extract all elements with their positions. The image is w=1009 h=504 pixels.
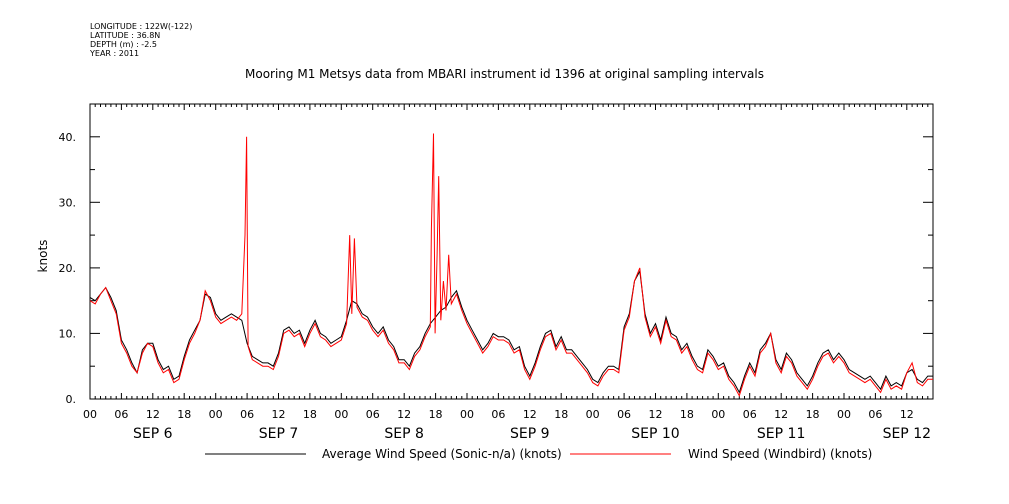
legend-label-windbird: Wind Speed (Windbird) (knots) — [688, 447, 872, 461]
minor-tick-marks — [89, 104, 934, 399]
legend: Average Wind Speed (Sonic-n/a) (knots) W… — [205, 447, 872, 461]
y-tick-label: 10. — [59, 327, 77, 340]
x-hour-label: 06 — [868, 408, 882, 421]
metadata-block: LONGITUDE : 122W(-122) LATITUDE : 36.8N … — [90, 22, 192, 58]
x-hour-label: 18 — [303, 408, 317, 421]
x-hour-label: 18 — [680, 408, 694, 421]
x-hour-label: 18 — [554, 408, 568, 421]
x-hour-label: 06 — [240, 408, 254, 421]
x-hour-label: 00 — [460, 408, 474, 421]
x-day-label: SEP 8 — [384, 426, 424, 442]
series-line-average-sonic — [89, 269, 933, 394]
x-day-label: SEP 9 — [510, 426, 550, 442]
y-tick-label: 30. — [59, 196, 77, 209]
x-axis: 00 06 12 18 00 06 12 18 00 06 12 18 00 06 12 18 00 06 12 18… — [83, 408, 931, 442]
y-tick-label: 0. — [66, 393, 77, 406]
x-hour-label: 06 — [366, 408, 380, 421]
x-hour-label: 12 — [146, 408, 160, 421]
x-hour-label: 06 — [491, 408, 505, 421]
longitude-label: LONGITUDE : 122W(-122) — [90, 22, 193, 31]
x-hour-label: 18 — [429, 408, 443, 421]
x-hour-label: 00 — [586, 408, 600, 421]
x-hour-label: 18 — [806, 408, 820, 421]
x-day-label: SEP 11 — [757, 426, 805, 442]
x-hour-label: 18 — [177, 408, 191, 421]
x-hour-label: 12 — [397, 408, 411, 421]
x-hour-label: 12 — [774, 408, 788, 421]
x-hour-label: 06 — [617, 408, 631, 421]
plot-frame — [89, 103, 934, 400]
x-hour-label: 12 — [271, 408, 285, 421]
y-tick-label: 40. — [59, 131, 77, 144]
x-hour-label: 00 — [83, 408, 97, 421]
series-line-windbird — [89, 133, 933, 397]
y-tick-label: 20. — [59, 262, 77, 275]
x-hour-label: 12 — [648, 408, 662, 421]
x-hour-label: 12 — [523, 408, 537, 421]
x-hour-label: 06 — [114, 408, 128, 421]
latitude-label: LATITUDE : 36.8N — [90, 31, 161, 40]
x-day-label: SEP 7 — [259, 426, 299, 442]
top-hour-ticks — [89, 104, 934, 110]
y-axis: 0. 10. 20. 30. 40. — [59, 103, 933, 406]
x-day-label: SEP 10 — [631, 426, 679, 442]
series-layer — [89, 133, 933, 397]
x-day-label: SEP 6 — [133, 426, 173, 442]
bottom-hour-ticks — [89, 393, 934, 399]
x-day-label: SEP 12 — [883, 426, 931, 442]
year-label: YEAR : 2011 — [90, 49, 140, 58]
y-axis-label: knots — [36, 240, 50, 273]
x-hour-label: 00 — [711, 408, 725, 421]
x-hour-label: 12 — [900, 408, 914, 421]
legend-label-average: Average Wind Speed (Sonic-n/a) (knots) — [322, 447, 562, 461]
x-hour-label: 00 — [209, 408, 223, 421]
x-hour-label: 00 — [334, 408, 348, 421]
chart-title: Mooring M1 Metsys data from MBARI instru… — [245, 67, 764, 81]
depth-label: DEPTH (m) : -2.5 — [90, 40, 157, 49]
x-hour-label: 06 — [743, 408, 757, 421]
x-hour-label: 00 — [837, 408, 851, 421]
